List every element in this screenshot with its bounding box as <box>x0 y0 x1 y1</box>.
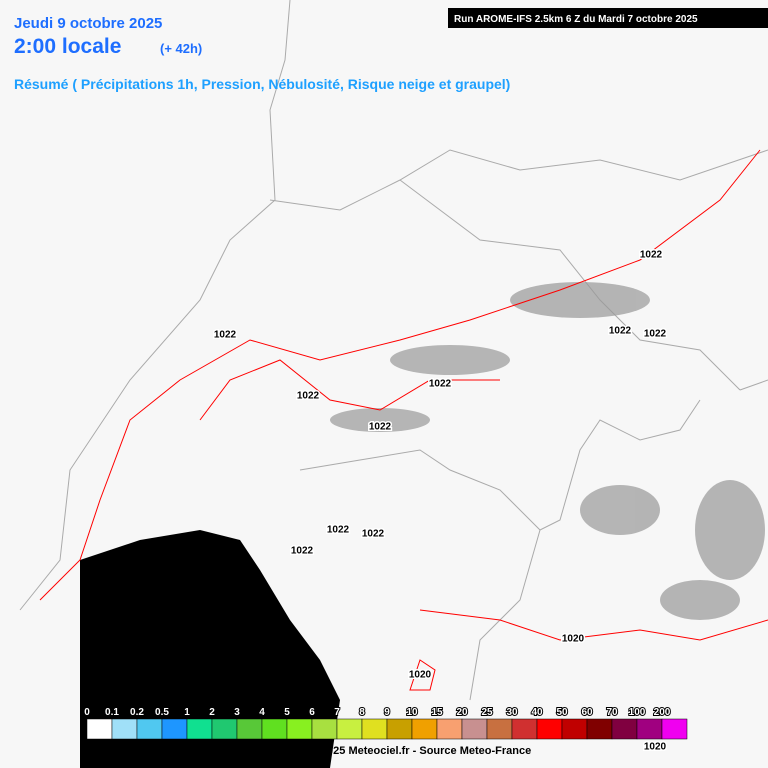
legend-swatch <box>486 718 513 740</box>
isobar-label: 1022 <box>214 330 237 341</box>
legend-swatch <box>461 718 488 740</box>
legend-swatch <box>361 718 388 740</box>
local-time: 2:00 locale <box>14 35 121 58</box>
legend-label: 10 <box>406 707 418 718</box>
legend-label: 100 <box>629 707 646 718</box>
legend-swatch <box>411 718 438 740</box>
isobar-label: 1022 <box>362 529 385 540</box>
isobar-label: 1022 <box>609 326 632 337</box>
legend-label: 60 <box>581 707 593 718</box>
legend-swatch <box>536 718 563 740</box>
legend-label: 0.1 <box>105 707 119 718</box>
legend-label: 25 <box>481 707 493 718</box>
legend-swatch <box>211 718 238 740</box>
isobar-lines <box>39 149 768 691</box>
legend-swatch <box>561 718 588 740</box>
legend-label: 20 <box>456 707 468 718</box>
legend-label: 1 <box>184 707 190 718</box>
isobar-label: 1022 <box>297 391 320 402</box>
legend-label: 7 <box>334 707 340 718</box>
legend-swatch <box>636 718 663 740</box>
summary: Résumé ( Précipitations 1h, Pression, Né… <box>14 76 510 92</box>
isobar-label: 1022 <box>429 379 452 390</box>
legend-label: 15 <box>431 707 443 718</box>
legend-label: 0.5 <box>155 707 169 718</box>
isobar-label: 1020 <box>562 634 585 645</box>
legend-label: 9 <box>384 707 390 718</box>
legend-swatch <box>236 718 263 740</box>
legend-label: 8 <box>359 707 365 718</box>
legend-swatch <box>311 718 338 740</box>
isobar-label: 1020 <box>409 670 432 681</box>
run-info: Run AROME-IFS 2.5km 6 Z du Mardi 7 octob… <box>454 14 698 25</box>
legend-label: 200 <box>654 707 671 718</box>
legend-label: 50 <box>556 707 568 718</box>
legend-label: 5 <box>284 707 290 718</box>
isobar-label: 1022 <box>644 329 667 340</box>
cloud-patches <box>330 282 765 620</box>
legend-swatch <box>136 718 163 740</box>
legend-swatch <box>586 718 613 740</box>
legend-label: 3 <box>234 707 240 718</box>
legend-swatch <box>161 718 188 740</box>
isobar-label: 1020 <box>644 742 667 753</box>
legend-swatch <box>336 718 363 740</box>
forecast-date: Jeudi 9 octobre 2025 <box>14 15 162 32</box>
legend-label: 2 <box>209 707 215 718</box>
isobar-label: 1022 <box>369 422 392 433</box>
legend-swatch <box>286 718 313 740</box>
isobar-label: 1022 <box>291 546 314 557</box>
lead-time: (+ 42h) <box>160 41 202 56</box>
legend-label: 30 <box>506 707 518 718</box>
legend-label: 0.2 <box>130 707 144 718</box>
legend-swatch <box>186 718 213 740</box>
legend-label: 70 <box>606 707 618 718</box>
run-box <box>448 8 768 28</box>
legend-swatch <box>111 718 138 740</box>
legend-swatch <box>386 718 413 740</box>
isobar-label: 1022 <box>640 250 663 261</box>
legend-label: 40 <box>531 707 543 718</box>
legend-label: 0 <box>84 707 90 718</box>
legend-swatch <box>661 718 688 740</box>
isobar-label: 1022 <box>327 525 350 536</box>
legend-swatch <box>86 718 113 740</box>
precipitation-mass <box>80 530 340 768</box>
legend-swatch <box>261 718 288 740</box>
legend-swatch <box>511 718 538 740</box>
legend: 0 0.1 0.2 0.5 1 2 3 4 5 6 7 8 9 10 15 20 25 30 40 50 60 70 100… <box>83 706 688 740</box>
legend-label: 6 <box>309 707 315 718</box>
legend-swatch <box>611 718 638 740</box>
legend-label: 4 <box>259 707 265 718</box>
legend-swatch <box>436 718 463 740</box>
copyright: Copyright © 2025 Meteociel.fr - Source M… <box>255 745 531 757</box>
